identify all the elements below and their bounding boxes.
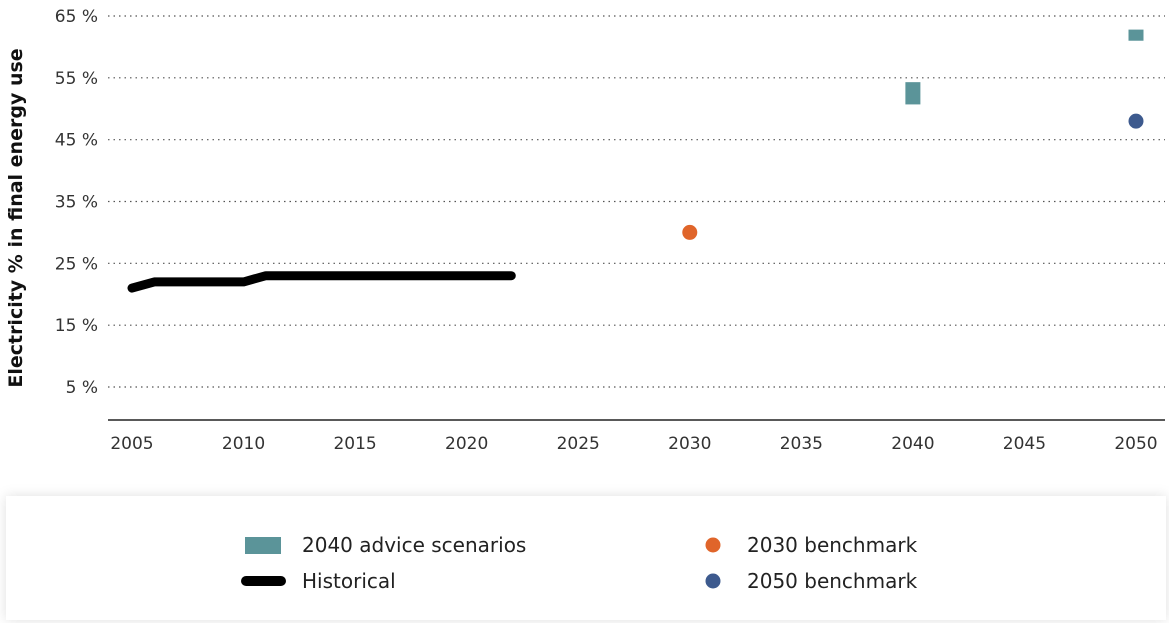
y-tick-label: 45 % [55, 131, 98, 151]
historical-line [127, 271, 516, 293]
x-tick-label: 2045 [1003, 434, 1046, 454]
legend-swatch-2050-benchmark [705, 573, 721, 589]
y-tick-label: 5 % [66, 378, 98, 398]
grid-layer [108, 15, 1165, 388]
legend-label-2050-benchmark: 2050 benchmark [747, 569, 918, 593]
series-layer [127, 29, 1144, 293]
legend-label-scenarios: 2040 advice scenarios [302, 533, 526, 557]
x-tick-label: 2030 [668, 434, 711, 454]
benchmark-point [1128, 113, 1144, 129]
legend-swatch-2030-benchmark [705, 537, 721, 553]
y-axis-ticks: 5 % 15 % 25 % 35 % 45 % 55 % 65 % [55, 7, 98, 398]
y-tick-label: 65 % [55, 7, 98, 27]
x-tick-label: 2040 [891, 434, 934, 454]
scenario-range-bar [905, 82, 921, 105]
y-tick-label: 55 % [55, 69, 98, 89]
y-tick-label: 35 % [55, 193, 98, 213]
x-tick-label: 2005 [110, 434, 153, 454]
x-tick-label: 2015 [333, 434, 376, 454]
y-tick-label: 25 % [55, 254, 98, 274]
x-tick-label: 2010 [222, 434, 265, 454]
x-tick-label: 2020 [445, 434, 488, 454]
legend-label-historical: Historical [302, 569, 396, 593]
y-axis-title: Electricity % in final energy use [5, 48, 27, 387]
legend: 2040 advice scenarios Historical 2030 be… [6, 496, 1166, 620]
x-tick-label: 2035 [780, 434, 823, 454]
legend-label-2030-benchmark: 2030 benchmark [747, 533, 918, 557]
x-axis-ticks: 2005 2010 2015 2020 2025 2030 2035 2040 2045 2050 [110, 434, 1157, 454]
y-tick-label: 15 % [55, 316, 98, 336]
x-tick-label: 2050 [1114, 434, 1157, 454]
legend-box [6, 496, 1166, 620]
x-tick-label: 2025 [557, 434, 600, 454]
benchmark-point [682, 224, 698, 240]
scenario-range-bar [1128, 29, 1144, 41]
legend-swatch-scenarios [245, 537, 281, 554]
